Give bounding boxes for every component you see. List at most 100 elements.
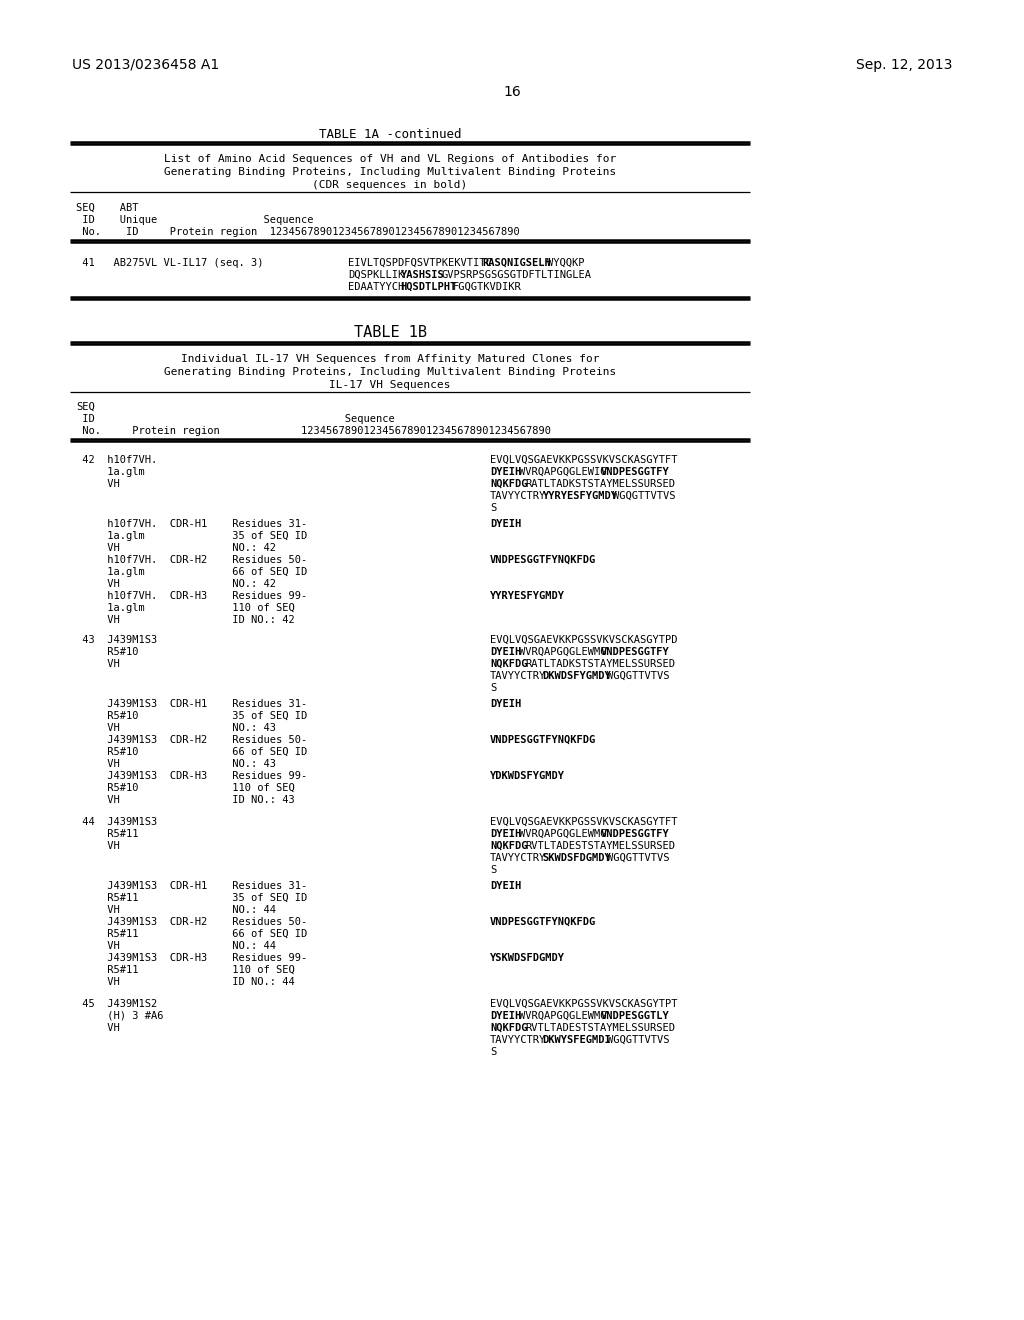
Text: TAVYYCTRY: TAVYYCTRY bbox=[490, 1035, 546, 1045]
Text: R5#11               110 of SEQ: R5#11 110 of SEQ bbox=[76, 965, 295, 975]
Text: DQSPKLLIK: DQSPKLLIK bbox=[348, 271, 404, 280]
Text: FGQGTKVDIKR: FGQGTKVDIKR bbox=[454, 282, 522, 292]
Text: No.    ID     Protein region  1234567890123456789012345678901234567890: No. ID Protein region 123456789012345678… bbox=[76, 227, 520, 238]
Text: VNDPESGGTFYNQKFDG: VNDPESGGTFYNQKFDG bbox=[490, 554, 596, 565]
Text: VNDPESGGTLY: VNDPESGGTLY bbox=[601, 1011, 670, 1020]
Text: DKWYSFEGMDI: DKWYSFEGMDI bbox=[543, 1035, 611, 1045]
Text: No.     Protein region             1234567890123456789012345678901234567890: No. Protein region 123456789012345678901… bbox=[76, 426, 551, 436]
Text: VH                  NO.: 44: VH NO.: 44 bbox=[76, 941, 276, 950]
Text: VH                  ID NO.: 42: VH ID NO.: 42 bbox=[76, 615, 295, 624]
Text: NQKFDG: NQKFDG bbox=[490, 479, 527, 488]
Text: 1a.glm              110 of SEQ: 1a.glm 110 of SEQ bbox=[76, 603, 295, 612]
Text: VNDPESGGTFYNQKFDG: VNDPESGGTFYNQKFDG bbox=[490, 735, 596, 744]
Text: S: S bbox=[490, 682, 497, 693]
Text: HQSDTLPHT: HQSDTLPHT bbox=[400, 282, 457, 292]
Text: Sep. 12, 2013: Sep. 12, 2013 bbox=[856, 58, 952, 73]
Text: WYQQKP: WYQQKP bbox=[547, 257, 585, 268]
Text: R5#10               110 of SEQ: R5#10 110 of SEQ bbox=[76, 783, 295, 793]
Text: WGQGTTVTVS: WGQGTTVTVS bbox=[607, 671, 670, 681]
Text: 1a.glm              66 of SEQ ID: 1a.glm 66 of SEQ ID bbox=[76, 568, 307, 577]
Text: J439M1S3  CDR-H1    Residues 31-: J439M1S3 CDR-H1 Residues 31- bbox=[76, 880, 307, 891]
Text: EVQLVQSGAEVKKPGSSVKVSCKASGYTPD: EVQLVQSGAEVKKPGSSVKVSCKASGYTPD bbox=[490, 635, 678, 645]
Text: J439M1S3  CDR-H2    Residues 50-: J439M1S3 CDR-H2 Residues 50- bbox=[76, 917, 307, 927]
Text: VH                  ID NO.: 44: VH ID NO.: 44 bbox=[76, 977, 295, 987]
Text: S: S bbox=[490, 503, 497, 513]
Text: J439M1S3  CDR-H3    Residues 99-: J439M1S3 CDR-H3 Residues 99- bbox=[76, 771, 307, 781]
Text: R5#10               66 of SEQ ID: R5#10 66 of SEQ ID bbox=[76, 747, 307, 756]
Text: TABLE 1A -continued: TABLE 1A -continued bbox=[318, 128, 461, 141]
Text: S: S bbox=[490, 865, 497, 875]
Text: YASHSIS: YASHSIS bbox=[400, 271, 444, 280]
Text: VH: VH bbox=[76, 479, 120, 488]
Text: VH                  NO.: 42: VH NO.: 42 bbox=[76, 579, 276, 589]
Text: (CDR sequences in bold): (CDR sequences in bold) bbox=[312, 180, 468, 190]
Text: h10f7VH.  CDR-H1    Residues 31-: h10f7VH. CDR-H1 Residues 31- bbox=[76, 519, 307, 529]
Text: VH                  NO.: 44: VH NO.: 44 bbox=[76, 906, 276, 915]
Text: List of Amino Acid Sequences of VH and VL Regions of Antibodies for: List of Amino Acid Sequences of VH and V… bbox=[164, 154, 616, 164]
Text: EDAATYYCH: EDAATYYCH bbox=[348, 282, 404, 292]
Text: TABLE 1B: TABLE 1B bbox=[353, 325, 427, 341]
Text: R5#11               35 of SEQ ID: R5#11 35 of SEQ ID bbox=[76, 894, 307, 903]
Text: 1a.glm              35 of SEQ ID: 1a.glm 35 of SEQ ID bbox=[76, 531, 307, 541]
Text: WGQGTTVTVS: WGQGTTVTVS bbox=[612, 491, 676, 502]
Text: DYEIH: DYEIH bbox=[490, 519, 521, 529]
Text: 1a.glm: 1a.glm bbox=[76, 467, 144, 477]
Text: ID                                        Sequence: ID Sequence bbox=[76, 414, 394, 424]
Text: VH: VH bbox=[76, 659, 120, 669]
Text: R5#10               35 of SEQ ID: R5#10 35 of SEQ ID bbox=[76, 711, 307, 721]
Text: YYRYESFYGMDY: YYRYESFYGMDY bbox=[490, 591, 565, 601]
Text: VNDPESGGTFY: VNDPESGGTFY bbox=[601, 467, 670, 477]
Text: ID    Unique                 Sequence: ID Unique Sequence bbox=[76, 215, 313, 224]
Text: VNDPESGGTFY: VNDPESGGTFY bbox=[601, 647, 670, 657]
Text: SEQ    ABT: SEQ ABT bbox=[76, 203, 138, 213]
Text: Individual IL-17 VH Sequences from Affinity Matured Clones for: Individual IL-17 VH Sequences from Affin… bbox=[181, 354, 599, 364]
Text: TAVYYCTRY: TAVYYCTRY bbox=[490, 853, 546, 863]
Text: WGQGTTVTVS: WGQGTTVTVS bbox=[607, 1035, 670, 1045]
Text: VH                  NO.: 43: VH NO.: 43 bbox=[76, 723, 276, 733]
Text: WVRQAPGQGLEWIG: WVRQAPGQGLEWIG bbox=[519, 467, 607, 477]
Text: WVRQAPGQGLEWMG: WVRQAPGQGLEWMG bbox=[519, 1011, 607, 1020]
Text: h10f7VH.  CDR-H2    Residues 50-: h10f7VH. CDR-H2 Residues 50- bbox=[76, 554, 307, 565]
Text: 16: 16 bbox=[503, 84, 521, 99]
Text: VH: VH bbox=[76, 1023, 120, 1034]
Text: J439M1S3  CDR-H1    Residues 31-: J439M1S3 CDR-H1 Residues 31- bbox=[76, 700, 307, 709]
Text: WGQGTTVTVS: WGQGTTVTVS bbox=[607, 853, 670, 863]
Text: VH: VH bbox=[76, 841, 120, 851]
Text: VNDPESGGTFYNQKFDG: VNDPESGGTFYNQKFDG bbox=[490, 917, 596, 927]
Text: TAVYYCTRY: TAVYYCTRY bbox=[490, 671, 546, 681]
Text: 44  J439M1S3: 44 J439M1S3 bbox=[76, 817, 158, 828]
Text: EVQLVQSGAEVKKPGSSVKVSCKASGYTPT: EVQLVQSGAEVKKPGSSVKVSCKASGYTPT bbox=[490, 999, 678, 1008]
Text: VH                  NO.: 43: VH NO.: 43 bbox=[76, 759, 276, 770]
Text: RATLTADKSTSTAYMELSSURSED: RATLTADKSTSTAYMELSSURSED bbox=[525, 659, 675, 669]
Text: DYEIH: DYEIH bbox=[490, 1011, 521, 1020]
Text: GVPSRPSGSGSGTDFTLTINGLEA: GVPSRPSGSGSGTDFTLTINGLEA bbox=[441, 271, 592, 280]
Text: RASQNIGSELH: RASQNIGSELH bbox=[482, 257, 551, 268]
Text: DYEIH: DYEIH bbox=[490, 647, 521, 657]
Text: R5#10: R5#10 bbox=[76, 647, 138, 657]
Text: 43  J439M1S3: 43 J439M1S3 bbox=[76, 635, 158, 645]
Text: J439M1S3  CDR-H2    Residues 50-: J439M1S3 CDR-H2 Residues 50- bbox=[76, 735, 307, 744]
Text: 45  J439M1S2: 45 J439M1S2 bbox=[76, 999, 158, 1008]
Text: NQKFDG: NQKFDG bbox=[490, 659, 527, 669]
Text: DYEIH: DYEIH bbox=[490, 467, 521, 477]
Text: NQKFDG: NQKFDG bbox=[490, 841, 527, 851]
Text: NQKFDG: NQKFDG bbox=[490, 1023, 527, 1034]
Text: 41   AB275VL VL-IL17 (seq. 3): 41 AB275VL VL-IL17 (seq. 3) bbox=[76, 257, 269, 268]
Text: RVTLTADESTSTAYMELSSURSED: RVTLTADESTSTAYMELSSURSED bbox=[525, 841, 675, 851]
Text: US 2013/0236458 A1: US 2013/0236458 A1 bbox=[72, 58, 219, 73]
Text: 42  h10f7VH.: 42 h10f7VH. bbox=[76, 455, 158, 465]
Text: YDKWDSFYGMDY: YDKWDSFYGMDY bbox=[490, 771, 565, 781]
Text: RVTLTADESTSTAYMELSSURSED: RVTLTADESTSTAYMELSSURSED bbox=[525, 1023, 675, 1034]
Text: SKWDSFDGMDY: SKWDSFDGMDY bbox=[543, 853, 611, 863]
Text: EVQLVQSGAEVKKPGSSVKVSCKASGYTFT: EVQLVQSGAEVKKPGSSVKVSCKASGYTFT bbox=[490, 455, 678, 465]
Text: SEQ: SEQ bbox=[76, 403, 95, 412]
Text: (H) 3 #A6: (H) 3 #A6 bbox=[76, 1011, 164, 1020]
Text: S: S bbox=[490, 1047, 497, 1057]
Text: VNDPESGGTFY: VNDPESGGTFY bbox=[601, 829, 670, 840]
Text: IL-17 VH Sequences: IL-17 VH Sequences bbox=[330, 380, 451, 389]
Text: EVQLVQSGAEVKKPGSSVKVSCKASGYTFT: EVQLVQSGAEVKKPGSSVKVSCKASGYTFT bbox=[490, 817, 678, 828]
Text: R5#11               66 of SEQ ID: R5#11 66 of SEQ ID bbox=[76, 929, 307, 939]
Text: Generating Binding Proteins, Including Multivalent Binding Proteins: Generating Binding Proteins, Including M… bbox=[164, 168, 616, 177]
Text: Generating Binding Proteins, Including Multivalent Binding Proteins: Generating Binding Proteins, Including M… bbox=[164, 367, 616, 378]
Text: DKWDSFYGMDY: DKWDSFYGMDY bbox=[543, 671, 611, 681]
